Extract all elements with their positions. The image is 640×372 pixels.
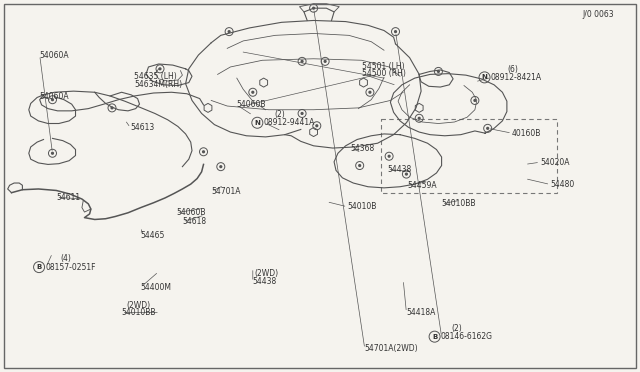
- Text: N: N: [254, 120, 260, 126]
- Circle shape: [368, 91, 371, 94]
- Circle shape: [111, 106, 114, 109]
- Circle shape: [358, 164, 362, 167]
- Text: 08157-0251F: 08157-0251F: [45, 263, 95, 272]
- Text: 54010B: 54010B: [348, 202, 377, 211]
- Circle shape: [323, 60, 327, 63]
- Text: 54501 (LH): 54501 (LH): [362, 62, 404, 71]
- Text: 54438: 54438: [253, 278, 277, 286]
- Text: (2): (2): [274, 110, 285, 119]
- Text: 54701A(2WD): 54701A(2WD): [365, 344, 419, 353]
- Text: B: B: [36, 264, 42, 270]
- Text: (2WD): (2WD): [127, 301, 151, 310]
- Circle shape: [202, 150, 205, 153]
- Text: 54613: 54613: [131, 124, 155, 132]
- Text: 54060B: 54060B: [176, 208, 205, 217]
- Text: 54060A: 54060A: [40, 92, 69, 101]
- Circle shape: [219, 165, 223, 168]
- Circle shape: [437, 70, 440, 73]
- Text: 54060B: 54060B: [237, 100, 266, 109]
- Text: 54618: 54618: [182, 217, 207, 226]
- Circle shape: [315, 124, 319, 127]
- Circle shape: [312, 7, 316, 10]
- Circle shape: [159, 67, 161, 70]
- Text: 54480: 54480: [550, 180, 575, 189]
- Text: 54701A: 54701A: [211, 187, 241, 196]
- Text: (4): (4): [61, 254, 72, 263]
- Text: 54459A: 54459A: [407, 181, 436, 190]
- Circle shape: [228, 30, 231, 33]
- Text: 54500 (RH): 54500 (RH): [362, 69, 406, 78]
- Circle shape: [301, 112, 304, 115]
- Text: J/0 0063: J/0 0063: [583, 10, 614, 19]
- Text: 54020A: 54020A: [540, 158, 570, 167]
- Text: 54010BB: 54010BB: [442, 199, 476, 208]
- Text: 54010BB: 54010BB: [122, 308, 156, 317]
- Text: 40160B: 40160B: [512, 129, 541, 138]
- Text: (6): (6): [507, 65, 518, 74]
- Circle shape: [394, 30, 397, 33]
- Text: (2WD): (2WD): [255, 269, 279, 278]
- Text: 54400M: 54400M: [141, 283, 172, 292]
- Text: B: B: [432, 334, 437, 340]
- Circle shape: [418, 117, 421, 120]
- Circle shape: [404, 173, 408, 176]
- Circle shape: [474, 99, 476, 102]
- Text: 08912-8421A: 08912-8421A: [490, 73, 541, 82]
- Text: 54465: 54465: [141, 231, 165, 240]
- Text: 54635 (LH): 54635 (LH): [134, 72, 177, 81]
- Text: 08146-6162G: 08146-6162G: [440, 332, 493, 341]
- Circle shape: [51, 98, 54, 101]
- Circle shape: [301, 60, 304, 63]
- Text: 54060A: 54060A: [40, 51, 69, 60]
- Text: N: N: [481, 74, 488, 80]
- Text: (2): (2): [451, 324, 462, 333]
- Text: 54634M(RH): 54634M(RH): [134, 80, 182, 89]
- Circle shape: [486, 127, 490, 130]
- Circle shape: [388, 155, 390, 158]
- Text: 54438: 54438: [387, 165, 412, 174]
- Circle shape: [51, 152, 54, 155]
- Text: 08912-9441A: 08912-9441A: [263, 118, 315, 127]
- Circle shape: [252, 91, 255, 94]
- Text: 54368: 54368: [351, 144, 375, 153]
- Text: 54611: 54611: [56, 193, 81, 202]
- Text: 54418A: 54418A: [406, 308, 436, 317]
